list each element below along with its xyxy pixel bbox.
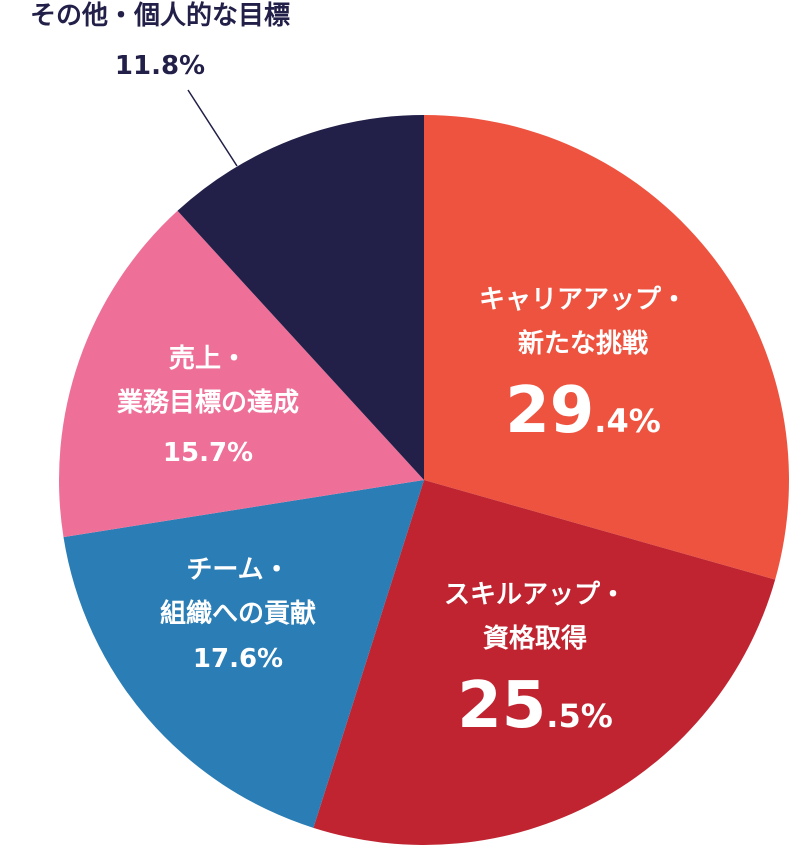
slice-label: スキルアップ・資格取得 [444,580,626,654]
label-line: キャリアアップ・ [479,285,687,315]
label-line: 資格取得 [483,623,587,654]
value-label: 29.4% [505,374,661,448]
value-int: 25 [457,669,546,743]
slice-label: その他・個人的な目標 [30,0,290,31]
value-label: 15.7% [163,438,253,468]
value-label: 17.6% [193,644,283,674]
pie-slice [58,210,425,538]
value-int: 29 [505,374,594,448]
pie-slice [63,480,425,828]
slice-label: チーム・組織への貢献 [160,555,316,629]
label-line: チーム・ [186,555,289,585]
value-frac: .5% [546,697,612,735]
pie-slice [177,115,424,480]
leader-line [187,89,238,167]
label-line: 業務目標の達成 [117,388,299,418]
label-line: 売上・ [169,344,247,374]
value-frac: .4% [594,402,660,440]
label-line: その他・個人的な目標 [30,0,290,31]
slice-label: キャリアアップ・新たな挑戦 [479,285,687,359]
value-label: 11.8% [115,51,205,81]
slice-label: 売上・業務目標の達成 [117,344,299,418]
pie-slice [313,480,776,845]
pie-slice [424,115,789,580]
label-line: 組織への貢献 [160,598,316,629]
label-line: スキルアップ・ [444,580,626,610]
value-label: 25.5% [457,669,613,743]
label-line: 新たな挑戦 [518,328,648,359]
